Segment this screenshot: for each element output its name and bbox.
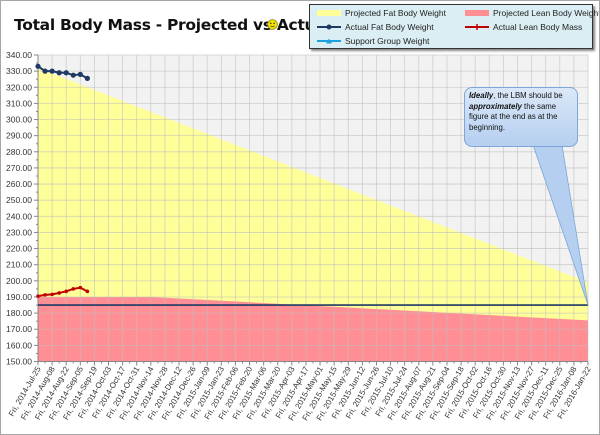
chart-legend: Projected Fat Body Weight Projected Lean…	[309, 4, 599, 49]
marker-actual-fat-body-weight	[49, 68, 55, 74]
callout-annotation: Ideally, the LBM should be approximately…	[464, 87, 578, 147]
legend-item-projected-lean: Projected Lean Body Weight	[464, 8, 600, 18]
marker-actual-lean-body-mass	[36, 294, 40, 298]
legend-line-blue-triangle-marker	[317, 38, 341, 44]
marker-actual-lean-body-mass	[78, 285, 83, 290]
y-tick-label: 180.00	[6, 308, 32, 318]
marker-actual-lean-body-mass	[50, 292, 54, 297]
legend-item-projected-fat: Projected Fat Body Weight	[316, 8, 446, 18]
marker-actual-fat-body-weight	[77, 71, 83, 77]
callout-text: , the LBM should be	[493, 91, 563, 100]
marker-actual-lean-body-mass	[57, 291, 61, 295]
legend-item-support-group: Support Group Weight	[316, 36, 429, 46]
y-tick-label: 330.00	[6, 66, 32, 76]
y-tick-label: 210.00	[6, 260, 32, 270]
legend-label: Actual Lean Body Mass	[493, 22, 583, 32]
y-tick-label: 300.00	[6, 115, 32, 125]
y-tick-label: 290.00	[6, 131, 32, 141]
y-tick-label: 240.00	[6, 211, 32, 221]
marker-actual-lean-body-mass	[64, 289, 69, 294]
y-tick-label: 170.00	[6, 324, 32, 334]
marker-actual-fat-body-weight	[84, 75, 90, 81]
callout-emphasis: Ideally	[469, 91, 494, 100]
area-projected-fat-body-weight	[38, 67, 588, 362]
marker-actual-lean-body-mass	[71, 287, 76, 291]
y-tick-label: 260.00	[6, 179, 32, 189]
marker-actual-lean-body-mass	[85, 289, 90, 294]
legend-line-red-plus-marker	[465, 24, 489, 30]
y-tick-label: 310.00	[6, 98, 32, 108]
marker-actual-fat-body-weight	[42, 68, 48, 74]
legend-label: Support Group Weight	[345, 36, 430, 46]
marker-actual-fat-body-weight	[70, 72, 76, 78]
y-tick-label: 230.00	[6, 227, 32, 237]
y-tick-label: 340.00	[6, 50, 32, 60]
y-tick-label: 190.00	[6, 292, 32, 302]
legend-line-navy-circle-marker	[317, 24, 341, 30]
chart-title: Total Body Mass - Projected vs Actual	[14, 16, 331, 34]
legend-swatch-yellow	[317, 10, 341, 16]
marker-actual-fat-body-weight	[63, 70, 69, 76]
y-tick-label: 160.00	[6, 340, 32, 350]
legend-item-actual-fat: Actual Fat Body Weight	[316, 22, 434, 32]
legend-label: Projected Fat Body Weight	[345, 8, 446, 18]
marker-actual-fat-body-weight	[35, 63, 41, 69]
legend-item-actual-lean: Actual Lean Body Mass	[464, 22, 582, 32]
marker-actual-lean-body-mass	[43, 293, 47, 297]
y-tick-label: 280.00	[6, 147, 32, 157]
marker-actual-fat-body-weight	[56, 70, 62, 76]
y-tick-label: 150.00	[6, 357, 32, 367]
legend-label: Projected Lean Body Weight	[493, 8, 600, 18]
smiley-face-icon	[267, 19, 278, 30]
callout-text: the same figure at the end as at the beg…	[469, 101, 558, 132]
y-tick-label: 250.00	[6, 195, 32, 205]
y-tick-label: 200.00	[6, 276, 32, 286]
y-tick-label: 320.00	[6, 82, 32, 92]
y-tick-label: 220.00	[6, 244, 32, 254]
y-tick-label: 270.00	[6, 163, 32, 173]
callout-emphasis: approximately	[469, 101, 522, 111]
legend-swatch-pink	[465, 10, 489, 16]
legend-label: Actual Fat Body Weight	[345, 22, 434, 32]
